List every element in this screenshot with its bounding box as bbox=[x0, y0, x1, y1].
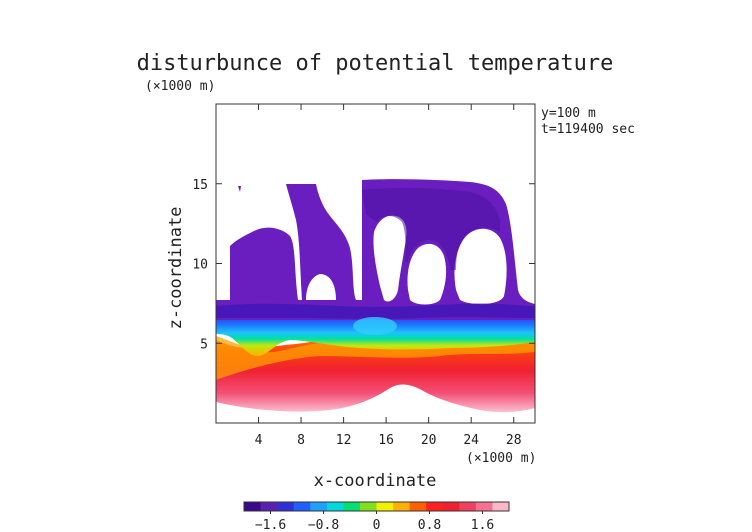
colorbar: −1.6 −0.8 0 0.8 1.6 bbox=[243, 501, 510, 532]
annotation-y: y=100 m bbox=[541, 106, 596, 121]
x-unit-label: (×1000 m) bbox=[466, 451, 536, 466]
z-axis: 5 10 15 bbox=[192, 178, 535, 352]
x-tick-label: 24 bbox=[463, 433, 479, 448]
colorbar-tick-label: −0.8 bbox=[308, 518, 339, 532]
colorbar-swatch bbox=[293, 502, 311, 511]
colorbar-swatch bbox=[376, 502, 394, 511]
cold-lower-band bbox=[216, 303, 535, 319]
x-tick-label: 28 bbox=[506, 433, 522, 448]
cold-fragment bbox=[238, 186, 241, 192]
colorbar-swatch bbox=[409, 502, 427, 511]
plot-area bbox=[216, 104, 535, 423]
colorbar-tick-label: −1.6 bbox=[255, 518, 286, 532]
x-tick-label: 16 bbox=[378, 433, 394, 448]
colorbar-tick-label: 1.6 bbox=[471, 518, 494, 532]
colorbar-swatch bbox=[277, 502, 295, 511]
colorbar-swatch bbox=[326, 502, 344, 511]
x-tick-label: 8 bbox=[297, 433, 305, 448]
colorbar-swatch bbox=[393, 502, 411, 511]
annotation-t: t=119400 sec bbox=[541, 122, 635, 137]
x-axis-label: x-coordinate bbox=[314, 471, 437, 491]
colorbar-swatch bbox=[459, 502, 477, 511]
x-axis: 4 8 12 16 20 24 28 bbox=[255, 104, 522, 448]
colorbar-swatch bbox=[442, 502, 460, 511]
colorbar-swatch bbox=[359, 502, 377, 511]
colorbar-swatch bbox=[310, 502, 328, 511]
x-tick-label: 4 bbox=[255, 433, 263, 448]
colorbar-swatch bbox=[260, 502, 278, 511]
colorbar-swatch bbox=[492, 502, 510, 511]
colorbar-swatch bbox=[426, 502, 444, 511]
x-tick-label: 12 bbox=[336, 433, 352, 448]
z-unit-label: (×1000 m) bbox=[145, 79, 215, 94]
x-tick-label: 20 bbox=[421, 433, 437, 448]
z-axis-label: z-coordinate bbox=[166, 207, 186, 330]
colorbar-swatch bbox=[244, 502, 262, 511]
colorbar-tick-label: 0.8 bbox=[418, 518, 441, 532]
z-tick-label: 5 bbox=[200, 337, 208, 352]
chart-title: disturbunce of potential temperature bbox=[137, 51, 614, 76]
colorbar-swatch bbox=[475, 502, 493, 511]
colorbar-swatch bbox=[343, 502, 361, 511]
cold-core bbox=[362, 187, 500, 270]
z-tick-label: 10 bbox=[192, 258, 208, 273]
cyan-eddy bbox=[353, 317, 397, 335]
colorbar-tick-label: 0 bbox=[373, 518, 381, 532]
z-tick-label: 15 bbox=[192, 178, 208, 193]
